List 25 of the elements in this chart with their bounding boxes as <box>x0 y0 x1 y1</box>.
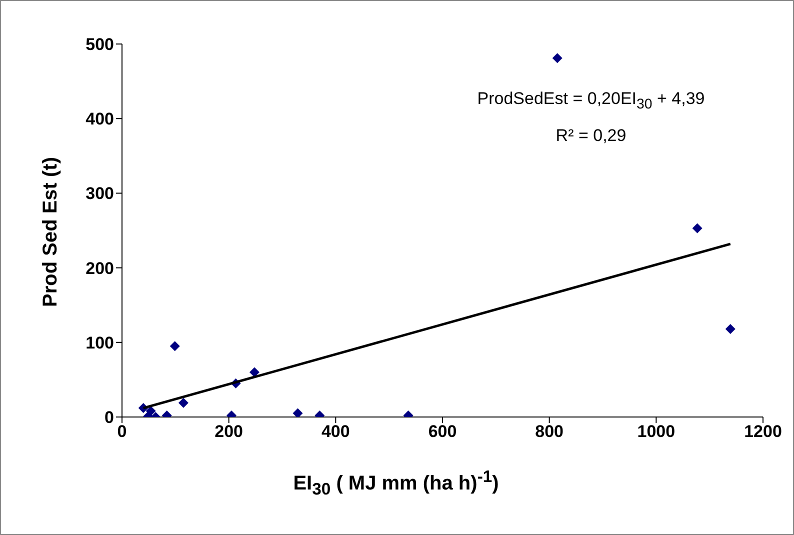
point <box>725 324 736 334</box>
annotation: R² = 0,29 <box>554 125 628 148</box>
x-tick-label: 0 <box>117 422 127 442</box>
y-tick-label: 400 <box>86 110 114 129</box>
x-tick-label: 400 <box>321 422 350 442</box>
y-tick-label: 100 <box>86 333 114 352</box>
x-tick-label: 1200 <box>744 422 782 442</box>
x-tick-label: 800 <box>535 422 564 442</box>
x-tick-label: 200 <box>214 422 244 442</box>
point <box>170 341 180 352</box>
y-tick-label: 500 <box>86 35 114 54</box>
x-tick-label: 1000 <box>637 422 676 442</box>
x-tick-label: 600 <box>428 422 457 442</box>
y-axis-title: Prod Sed Est (t) <box>40 156 62 308</box>
point <box>292 408 303 417</box>
point <box>178 398 188 408</box>
y-tick-label: 300 <box>86 184 114 204</box>
annotation: ProdSedEst = 0,20EI$_{30}$ + 4,39 <box>476 88 706 114</box>
point <box>692 223 702 234</box>
point <box>552 53 562 64</box>
y-tick-label: 200 <box>86 258 114 278</box>
x-axis-title: EI$_{30}$ ( MJ mm (ha h)$^{-1}$) <box>292 467 500 500</box>
point <box>146 406 156 416</box>
point <box>249 367 260 378</box>
y-tick-label: 0 <box>104 408 114 428</box>
